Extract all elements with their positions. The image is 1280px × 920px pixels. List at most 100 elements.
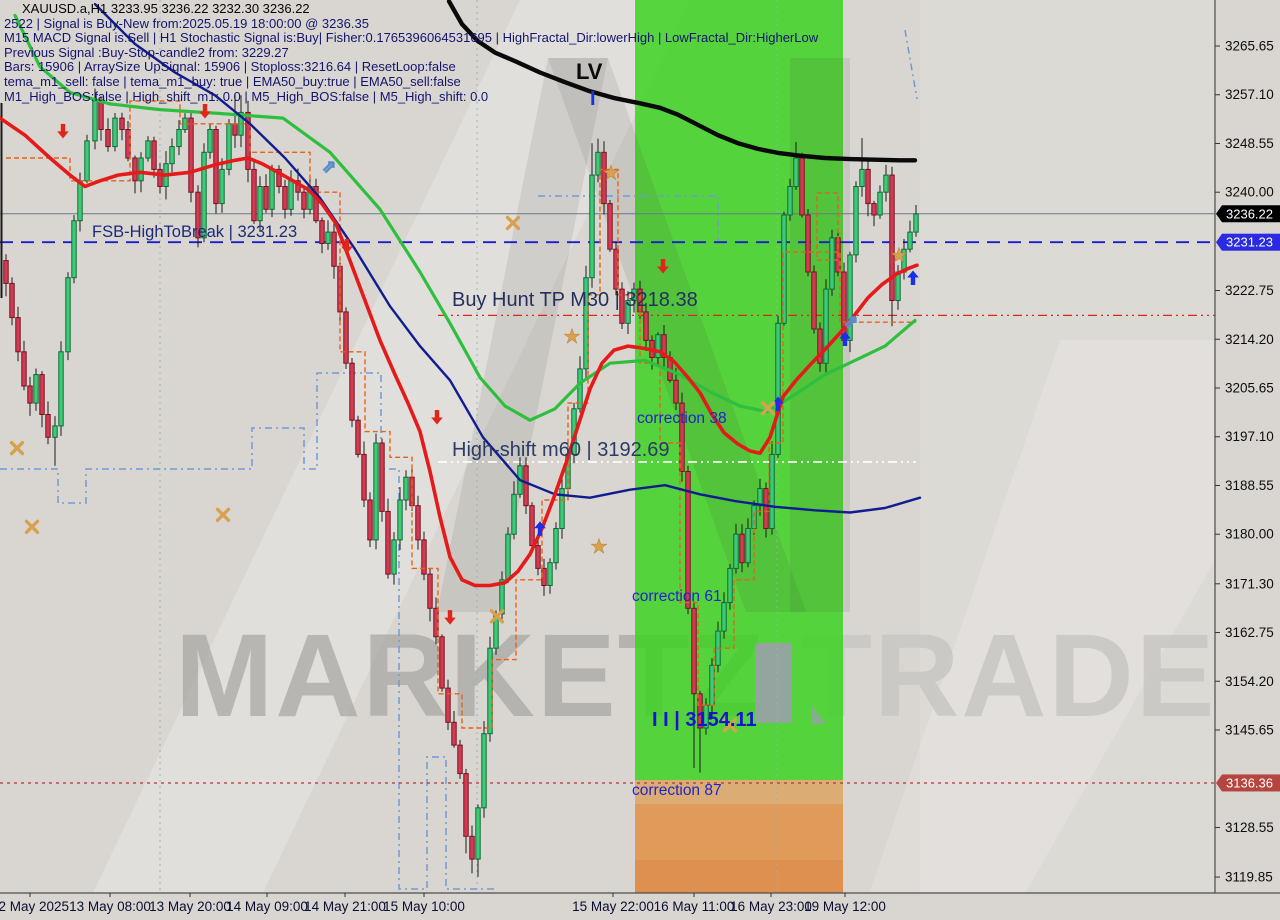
candle-body (301, 191, 307, 210)
candle-body (403, 476, 409, 501)
candle-body (151, 140, 157, 170)
candle-body (119, 117, 125, 130)
candle-body (98, 100, 104, 130)
candle-body (769, 453, 775, 529)
candle-body (757, 488, 763, 507)
price-tick-label: 3188.55 (1225, 478, 1274, 493)
candle-body (349, 362, 355, 421)
price-tick-label: 3145.65 (1225, 723, 1274, 738)
candle-body (457, 744, 463, 775)
price-tag (1222, 205, 1280, 223)
candle-body (367, 499, 373, 541)
tema-cross-icon (760, 401, 776, 416)
candle-body (427, 573, 433, 609)
candle-body (207, 129, 213, 153)
candle-body (691, 607, 697, 695)
time-tick-label: 15 May 22:00 (572, 899, 654, 914)
candle-body (385, 510, 391, 575)
candle-body (601, 151, 607, 205)
candle-body (21, 351, 27, 387)
candle-body (52, 425, 58, 438)
liquidity-channel-line (904, 29, 918, 100)
buy-zone-highlight (635, 0, 843, 780)
candle-body (661, 334, 667, 359)
logo-triangle (812, 706, 826, 724)
candle-body (379, 442, 385, 512)
bg-sheen (920, 0, 1215, 920)
candle-body (523, 465, 529, 507)
candle-body (145, 140, 151, 159)
candle-body (138, 157, 144, 182)
candle-body (913, 213, 919, 233)
candle-body (877, 191, 883, 216)
candle-body (883, 174, 889, 193)
price-tick-label: 3162.75 (1225, 625, 1274, 640)
candle-body (176, 129, 182, 148)
sell-arrow-icon (431, 410, 443, 425)
candle-body (781, 214, 787, 324)
bg-sheen (80, 0, 690, 920)
candle-body (269, 168, 275, 210)
buy-arrow-icon (907, 270, 919, 286)
candle-body (595, 151, 601, 176)
candle-body (535, 545, 541, 569)
buy-arrow-icon (839, 331, 851, 346)
time-axis-panel (0, 893, 1280, 920)
candle-body (45, 414, 51, 438)
time-tick-label: 13 May 08:00 (69, 899, 151, 914)
candle-body (907, 231, 913, 250)
candle-body (871, 203, 877, 216)
trailing-stop-box (816, 192, 839, 261)
sell-arrow-icon (199, 103, 211, 119)
chart-annotation: High-shift m60 | 3192.69 (452, 439, 670, 461)
candle-body (811, 271, 817, 330)
correction-zone (635, 860, 843, 893)
chart-annotation: correction 87 (632, 782, 722, 799)
logo-bar (755, 643, 792, 723)
candle-body (355, 419, 361, 455)
candle-body (673, 379, 679, 404)
candle-body (188, 117, 194, 193)
candle-body (529, 505, 535, 547)
candle-body (577, 368, 583, 410)
bg-sheen (860, 340, 1215, 920)
candle-body (9, 282, 15, 319)
price-tag-notch (1216, 205, 1222, 223)
price-tick-label: 3171.30 (1225, 576, 1274, 591)
candle-body (84, 140, 90, 182)
chart-annotation: I I | 3154.11 (652, 709, 757, 731)
previous-signal-line: Previous Signal :Buy-Stop-candle2 from: … (4, 44, 289, 60)
candle-body (613, 248, 619, 290)
candle-body (39, 374, 45, 416)
time-tick-label: 16 May 11:00 (654, 899, 735, 914)
candle-body (33, 374, 39, 404)
price-tag (1222, 233, 1280, 251)
candle-body (397, 499, 403, 541)
star-signal-icon: ★ (563, 326, 581, 348)
price-tick-label: 3180.00 (1225, 527, 1274, 542)
candle-body (58, 351, 64, 427)
time-tick-label: 15 May 10:00 (383, 899, 465, 914)
candle-body (391, 539, 397, 575)
price-tag-label: 3236.22 (1226, 206, 1273, 221)
candle-body (343, 311, 349, 364)
candle-body (619, 288, 625, 324)
candle-body (787, 186, 793, 216)
buy-arrow-icon (772, 396, 784, 411)
star-signal-icon: ★ (590, 536, 608, 558)
candle-body (132, 157, 138, 182)
candle-body (607, 203, 613, 250)
candle-body (685, 471, 691, 609)
candle-body (745, 528, 751, 564)
candle-body (331, 231, 337, 267)
time-tick-label: 19 May 12:00 (804, 899, 886, 914)
candle-body (157, 168, 163, 187)
candle-body (3, 260, 9, 284)
candle-body (547, 562, 553, 587)
candle-body (125, 129, 131, 159)
candle-body (373, 442, 379, 541)
candle-body (282, 186, 288, 210)
candle-body (727, 567, 733, 604)
